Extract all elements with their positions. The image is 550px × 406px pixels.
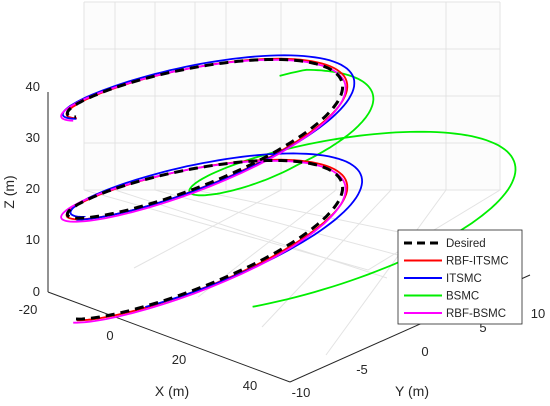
z-tick-label: 40 [26, 79, 40, 94]
y-axis-ticks: -10 -5 0 5 10 [292, 306, 546, 400]
x-axis-label: X (m) [155, 383, 189, 399]
y-tick-label: 10 [531, 306, 545, 321]
series-line-rbf-bsmc [60, 58, 347, 324]
y-tick-label: 5 [479, 320, 486, 335]
legend-label: ITSMC [446, 273, 482, 285]
x-tick-label: 20 [172, 352, 186, 367]
legend-label: BSMC [446, 291, 479, 303]
y-tick-label: -5 [356, 362, 368, 377]
z-tick-label: 0 [33, 284, 40, 299]
y-tick-label: -10 [292, 385, 311, 400]
y-tick-label: 0 [421, 344, 428, 359]
z-tick-label: 30 [26, 130, 40, 145]
legend-label: Desired [446, 238, 486, 250]
z-axis-ticks: 0 10 20 30 40 [26, 79, 40, 299]
legend: Desired RBF-ITSMC ITSMC BSMC RBF-BSMC [397, 229, 523, 325]
series-line-desired [65, 58, 345, 321]
x-axis-ticks: -20 0 20 40 [19, 302, 258, 393]
z-tick-label: 20 [26, 181, 40, 196]
series-layer [60, 54, 517, 324]
series-line-itsmc [61, 54, 364, 308]
x-tick-label: 40 [243, 378, 257, 393]
grid-lines [83, 1, 502, 356]
z-axis-label: Z (m) [1, 175, 17, 208]
legend-label: RBF-ITSMC [446, 256, 509, 268]
x-tick-label: -20 [19, 302, 38, 317]
series-line-bsmc [188, 68, 517, 308]
x-tick-label: 0 [106, 328, 113, 343]
y-axis-label: Y (m) [395, 383, 429, 399]
legend-label: RBF-BSMC [446, 308, 506, 320]
z-tick-label: 10 [26, 232, 40, 247]
